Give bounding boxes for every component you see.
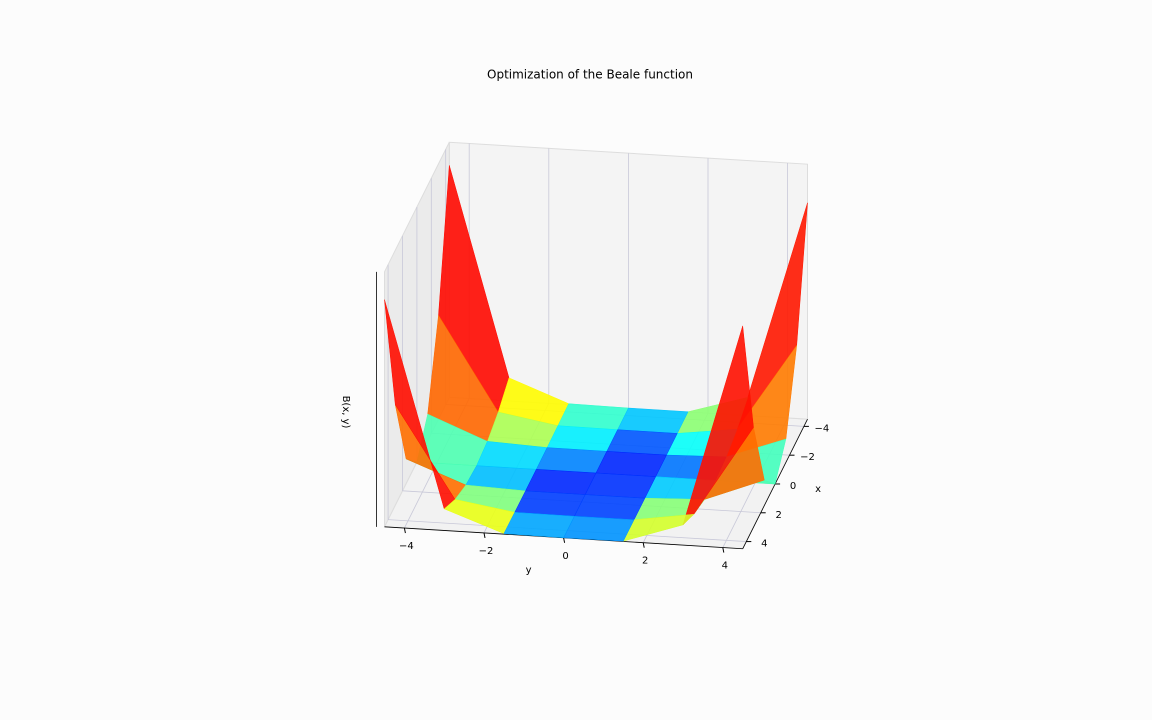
tick-mark	[722, 547, 725, 553]
x-tick-label: −2	[800, 452, 815, 463]
surface-cell	[617, 407, 689, 434]
tick-mark	[483, 532, 486, 539]
x-tick-label: 4	[761, 539, 767, 550]
z-axis-label: B(x, y)	[340, 396, 351, 429]
tick-mark	[403, 527, 406, 534]
surface-cell	[503, 512, 575, 539]
surface-cell	[574, 494, 646, 520]
x-tick-label: 0	[790, 481, 796, 492]
x-axis-label: x	[815, 484, 821, 495]
surface-cell	[606, 429, 678, 456]
surface-cell	[595, 451, 667, 477]
x-tick-label: −4	[815, 423, 830, 434]
chart-title: Optimization of the Beale function	[487, 68, 693, 82]
surface-cell	[546, 425, 618, 452]
surface-cell	[557, 403, 629, 430]
y-tick-label: −2	[479, 546, 494, 557]
y-tick-label: 2	[642, 556, 648, 567]
surface-cell	[584, 472, 657, 499]
tick-mark	[563, 537, 566, 543]
y-tick-label: 0	[562, 551, 568, 562]
surface-cell	[525, 469, 597, 495]
y-tick-label: 4	[722, 561, 728, 572]
surface-cell	[563, 515, 635, 542]
surface-cell	[535, 447, 608, 474]
y-tick-label: −4	[399, 541, 414, 552]
surface-cell	[514, 490, 586, 517]
x-tick-label: 2	[776, 510, 782, 521]
y-axis-label: y	[526, 565, 532, 576]
tick-mark	[642, 542, 645, 548]
